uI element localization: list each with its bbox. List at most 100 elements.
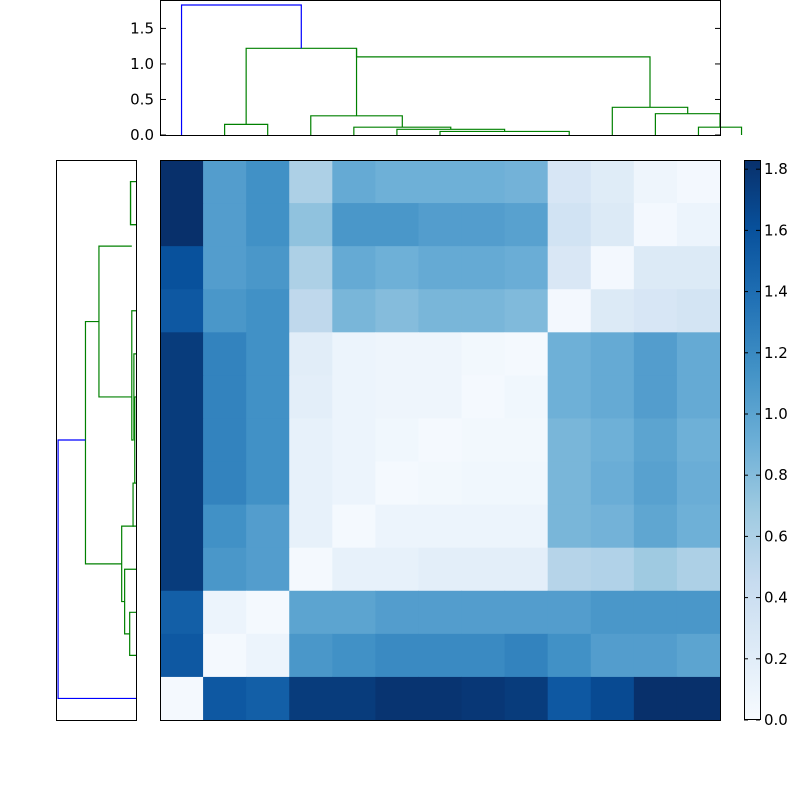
heatmap-cell	[375, 590, 419, 635]
left-dendrogram-link-1	[129, 180, 136, 226]
heatmap-cell	[160, 375, 204, 419]
heatmap-cell	[203, 547, 247, 592]
heatmap-cell	[289, 375, 333, 419]
top-dendrogram-link-10	[180, 4, 302, 135]
heatmap-cell	[332, 676, 376, 721]
heatmap-cell	[289, 590, 333, 635]
heatmap-cell	[547, 246, 592, 290]
heatmap-cell	[160, 461, 204, 506]
top-dendrogram-ytick-label: 0.0	[130, 126, 154, 144]
heatmap-cell	[633, 504, 678, 549]
heatmap-cell	[547, 289, 592, 333]
heatmap-cell	[676, 160, 721, 204]
heatmap-cell	[246, 590, 290, 635]
top-dendrogram-link-3	[310, 115, 403, 135]
left-dendrogram-link-0	[129, 180, 136, 226]
heatmap-cell	[633, 332, 678, 376]
heatmap-cell	[547, 418, 592, 463]
heatmap-cell	[504, 160, 549, 204]
heatmap-cell	[676, 590, 721, 635]
left-dendrogram-link-2	[134, 396, 136, 484]
top-dendrogram: 0.0 0.5 1.0 1.5	[130, 0, 743, 144]
heatmap-cell	[590, 676, 635, 721]
left-dendrogram-link-3	[133, 353, 136, 441]
heatmap-cell	[332, 246, 376, 290]
heatmap-cell	[504, 590, 549, 635]
colorbar-gradient	[744, 160, 760, 720]
heatmap-cell	[375, 633, 419, 678]
heatmap-cell	[332, 332, 376, 376]
heatmap-cell	[461, 676, 506, 721]
heatmap-cell	[246, 461, 290, 506]
heatmap-cell	[676, 418, 721, 463]
heatmap-cell	[289, 461, 333, 506]
heatmap-cell	[246, 547, 290, 592]
heatmap-cell	[203, 332, 247, 376]
heatmap-cell	[375, 160, 419, 204]
heatmap-cells	[160, 160, 721, 721]
heatmap-cell	[203, 203, 247, 247]
heatmap-cell	[461, 633, 506, 678]
left-dendrogram-link-7	[129, 611, 136, 656]
left-dendrogram-link-5	[131, 310, 136, 441]
heatmap-cell	[547, 461, 592, 506]
heatmap-cell	[203, 676, 247, 721]
heatmap-cell	[246, 160, 290, 204]
heatmap-cell	[203, 160, 247, 204]
colorbar-tick-label: 0.2	[764, 650, 788, 668]
heatmap-cell	[547, 676, 592, 721]
top-dendrogram-link-8	[611, 106, 689, 135]
left-dendrogram-link-10	[84, 320, 122, 565]
heatmap-cell	[633, 203, 678, 247]
heatmap-cell	[590, 160, 635, 204]
top-dendrogram-link-0	[439, 130, 570, 135]
colorbar: 0.0 0.2 0.4 0.6 0.8 1.0 1.2 1.4 1.6 1.8	[744, 160, 788, 729]
heatmap-cell	[590, 504, 635, 549]
heatmap-cell	[375, 504, 419, 549]
heatmap-cell	[590, 461, 635, 506]
heatmap-cell	[504, 418, 549, 463]
heatmap-cell	[633, 246, 678, 290]
heatmap-cell	[418, 633, 463, 678]
heatmap-cell	[246, 633, 290, 678]
heatmap-cell	[590, 246, 635, 290]
heatmap-cell	[289, 246, 333, 290]
heatmap-cell	[418, 332, 463, 376]
heatmap-cell	[160, 203, 204, 247]
heatmap-cell	[332, 504, 376, 549]
heatmap-cell	[590, 203, 635, 247]
left-dendrogram-link-6	[98, 245, 132, 398]
heatmap-cell	[504, 375, 549, 419]
heatmap-cell	[160, 676, 204, 721]
heatmap-cell	[289, 332, 333, 376]
heatmap-cell	[160, 590, 204, 635]
heatmap-cell	[246, 676, 290, 721]
top-dendrogram-y-axis: 0.0 0.5 1.0 1.5	[130, 19, 721, 144]
heatmap-cell	[203, 418, 247, 463]
heatmap-cell	[461, 246, 506, 290]
top-dendrogram-link-5	[245, 47, 358, 125]
heatmap-cell	[547, 332, 592, 376]
heatmap-cell	[203, 289, 247, 333]
heatmap-cell	[375, 246, 419, 290]
heatmap-cell	[418, 676, 463, 721]
left-dendrogram-link-8	[124, 568, 136, 635]
heatmap-cell	[676, 547, 721, 592]
heatmap-cell	[590, 418, 635, 463]
heatmap-cell	[547, 375, 592, 419]
top-dendrogram-ytick-label: 1.5	[130, 19, 154, 37]
heatmap-cell	[289, 504, 333, 549]
heatmap-cell	[676, 676, 721, 721]
heatmap-cell	[418, 289, 463, 333]
heatmap-cell	[547, 633, 592, 678]
heatmap-cell	[590, 289, 635, 333]
heatmap-cell	[289, 160, 333, 204]
heatmap-cell	[160, 332, 204, 376]
colorbar-tick-label: 1.0	[764, 405, 788, 423]
heatmap-cell	[289, 203, 333, 247]
colorbar-axis: 0.0 0.2 0.4 0.6 0.8 1.0 1.2 1.4 1.6 1.8	[744, 160, 788, 729]
heatmap-cell	[160, 418, 204, 463]
heatmap-cell	[547, 547, 592, 592]
heatmap-cell	[504, 332, 549, 376]
heatmap-cell	[160, 246, 204, 290]
